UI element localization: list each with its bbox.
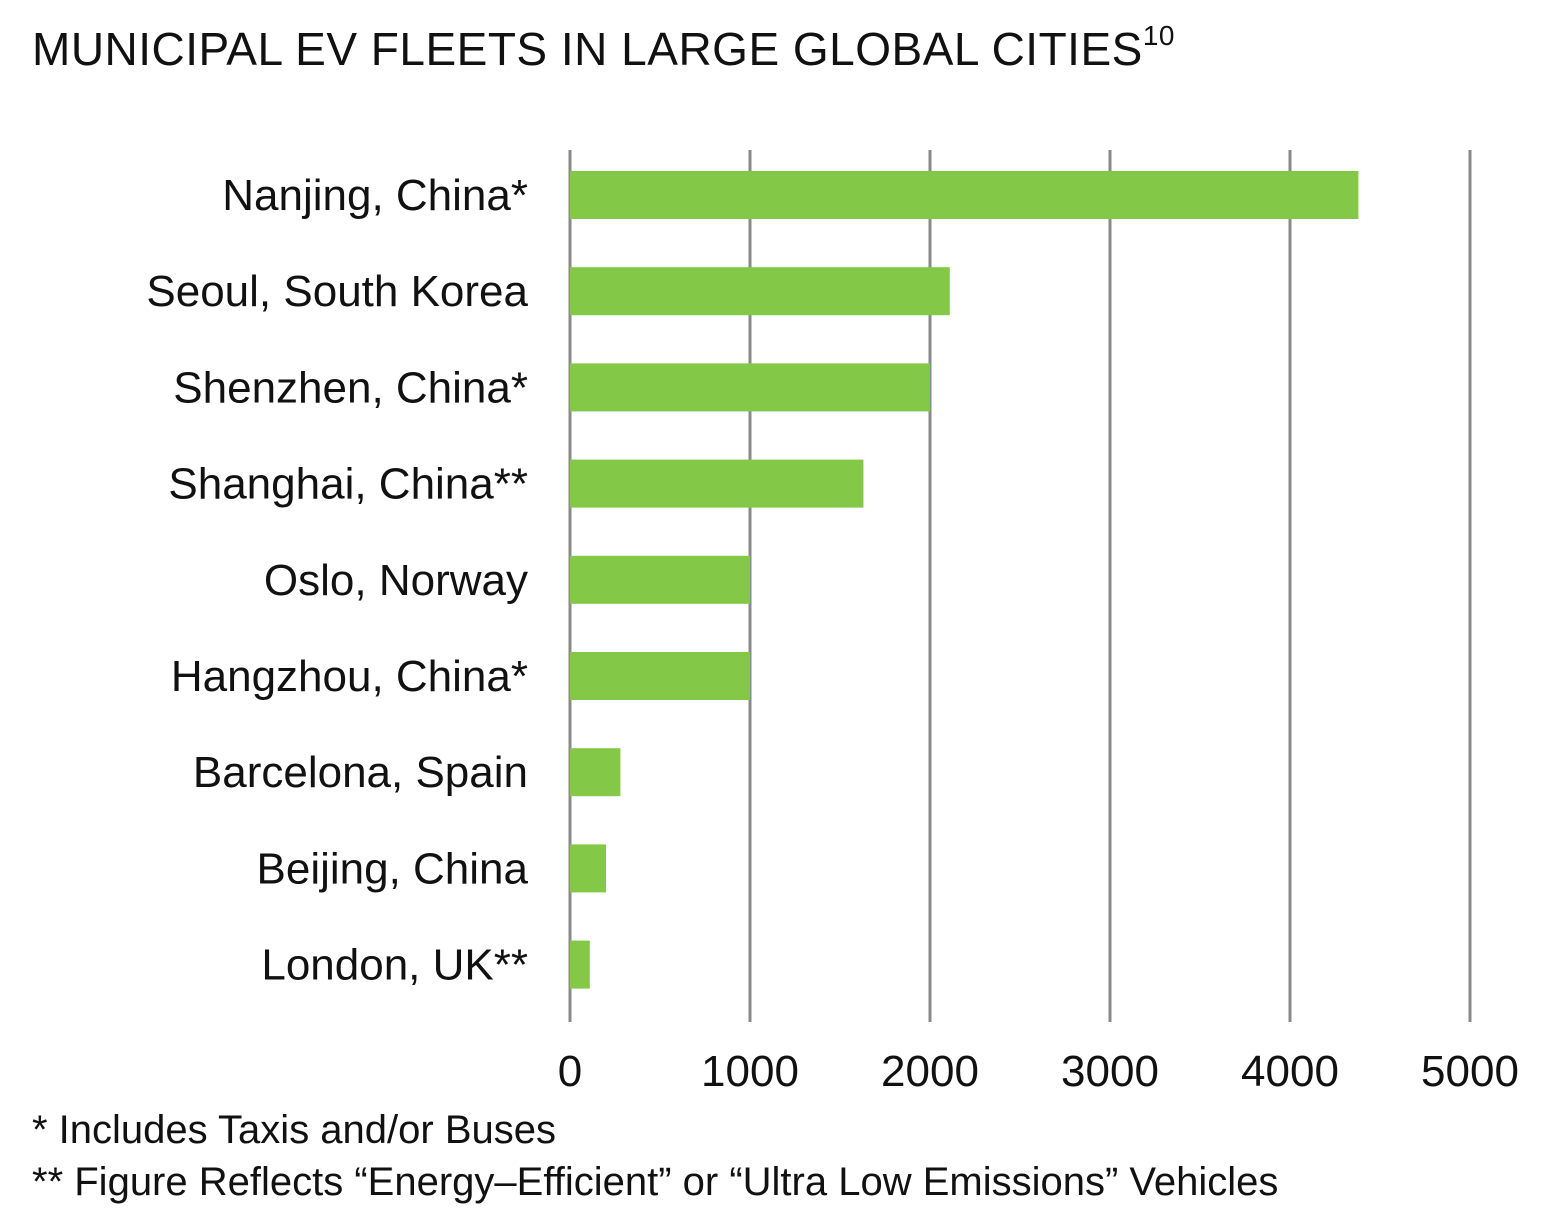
bars bbox=[570, 171, 1359, 989]
category-label-seoul-south-korea: Seoul, South Korea bbox=[146, 267, 528, 316]
x-tick-label-3000: 3000 bbox=[1061, 1047, 1159, 1096]
footnote-energy-efficient: ** Figure Reflects “Energy–Efficient” or… bbox=[32, 1160, 1279, 1204]
x-tick-labels: 0 1000 2000 3000 4000 5000 bbox=[558, 1047, 1519, 1096]
category-label-oslo-norway: Oslo, Norway bbox=[264, 556, 528, 605]
bar-shanghai-china bbox=[570, 459, 864, 508]
bar-chart: Nanjing, China* Seoul, South Korea Shenzhe… bbox=[146, 150, 1519, 1096]
category-label-london-uk: London, UK** bbox=[261, 941, 528, 990]
bar-shenzhen-china bbox=[570, 363, 930, 412]
x-tick-label-5000: 5000 bbox=[1421, 1047, 1519, 1096]
x-tick-label-1000: 1000 bbox=[701, 1047, 799, 1096]
bar-seoul-south-korea bbox=[570, 267, 950, 316]
title-footnote-ref: 10 bbox=[1142, 19, 1175, 51]
footnotes: * Includes Taxis and/or Buses ** Figure … bbox=[32, 1104, 1278, 1208]
chart-title-text: MUNICIPAL EV FLEETS IN LARGE GLOBAL CITI… bbox=[32, 23, 1143, 75]
footnote-taxis-buses: * Includes Taxis and/or Buses bbox=[32, 1108, 557, 1152]
x-tick-label-0: 0 bbox=[558, 1047, 582, 1096]
category-label-shenzhen-china: Shenzhen, China* bbox=[173, 363, 528, 412]
category-label-beijing-china: Beijing, China bbox=[257, 844, 529, 893]
bar-london-uk bbox=[570, 940, 590, 989]
chart-title: MUNICIPAL EV FLEETS IN LARGE GLOBAL CITI… bbox=[32, 19, 1175, 76]
x-tick-label-4000: 4000 bbox=[1241, 1047, 1339, 1096]
x-tick-label-2000: 2000 bbox=[881, 1047, 979, 1096]
bar-oslo-norway bbox=[570, 555, 750, 604]
category-labels: Nanjing, China* Seoul, South Korea Shenzhe… bbox=[146, 171, 528, 990]
category-label-hangzhou-china: Hangzhou, China* bbox=[171, 652, 528, 701]
bar-barcelona-spain bbox=[570, 748, 621, 797]
bar-hangzhou-china bbox=[570, 652, 750, 700]
category-label-nanjing-china: Nanjing, China* bbox=[222, 171, 528, 220]
category-label-shanghai-china: Shanghai, China** bbox=[168, 460, 528, 509]
category-label-barcelona-spain: Barcelona, Spain bbox=[193, 748, 528, 797]
bar-beijing-china bbox=[570, 844, 606, 893]
bar-nanjing-china bbox=[570, 171, 1359, 219]
